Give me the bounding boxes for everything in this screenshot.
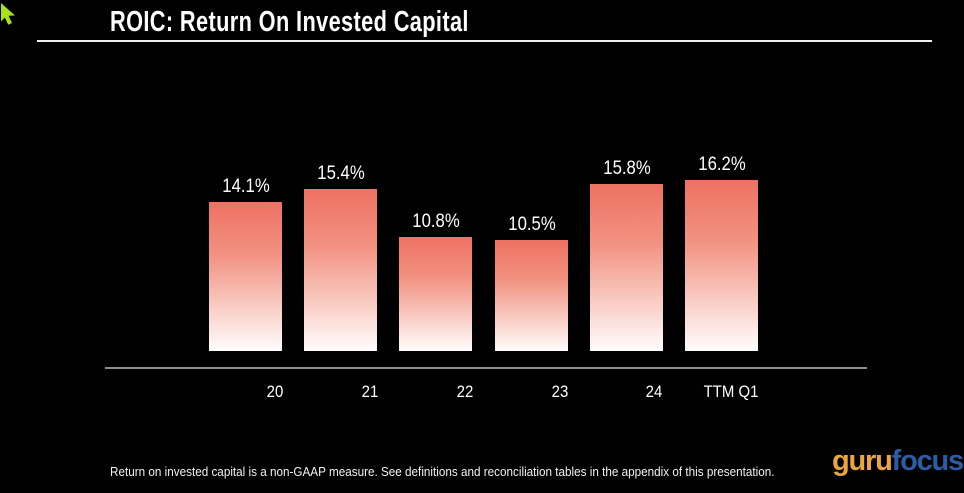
- mouse-cursor-icon: [1, 3, 15, 25]
- bar-21: [304, 189, 377, 351]
- bar-23: [495, 240, 568, 351]
- category-label: 23: [551, 382, 569, 401]
- slide-title: ROIC: Return On Invested Capital: [110, 6, 469, 38]
- x-axis-line: [105, 367, 867, 369]
- category-label: 22: [456, 382, 474, 401]
- bar-value-label: 16.2%: [697, 154, 746, 175]
- footnote: Return on invested capital is a non-GAAP…: [110, 464, 775, 479]
- logo-text-guru: guru: [832, 445, 893, 477]
- bar-24: [590, 184, 663, 351]
- title-underline: [37, 40, 932, 42]
- bar-value-label: 10.5%: [507, 214, 556, 235]
- category-label: 24: [645, 382, 663, 401]
- category-label: 20: [266, 382, 284, 401]
- bar-value-label: 15.8%: [602, 158, 651, 179]
- gurufocus-logo: gurufocus: [832, 445, 964, 477]
- bar-ttm-q1: [685, 180, 758, 351]
- bar-22: [399, 237, 472, 351]
- logo-text-focus: focus: [891, 445, 964, 477]
- category-label: TTM Q1: [703, 382, 759, 401]
- bar-value-label: 10.8%: [411, 211, 460, 232]
- bar-20: [209, 202, 282, 351]
- category-label: 21: [361, 382, 379, 401]
- bar-value-label: 14.1%: [221, 176, 270, 197]
- bar-value-label: 15.4%: [316, 163, 365, 184]
